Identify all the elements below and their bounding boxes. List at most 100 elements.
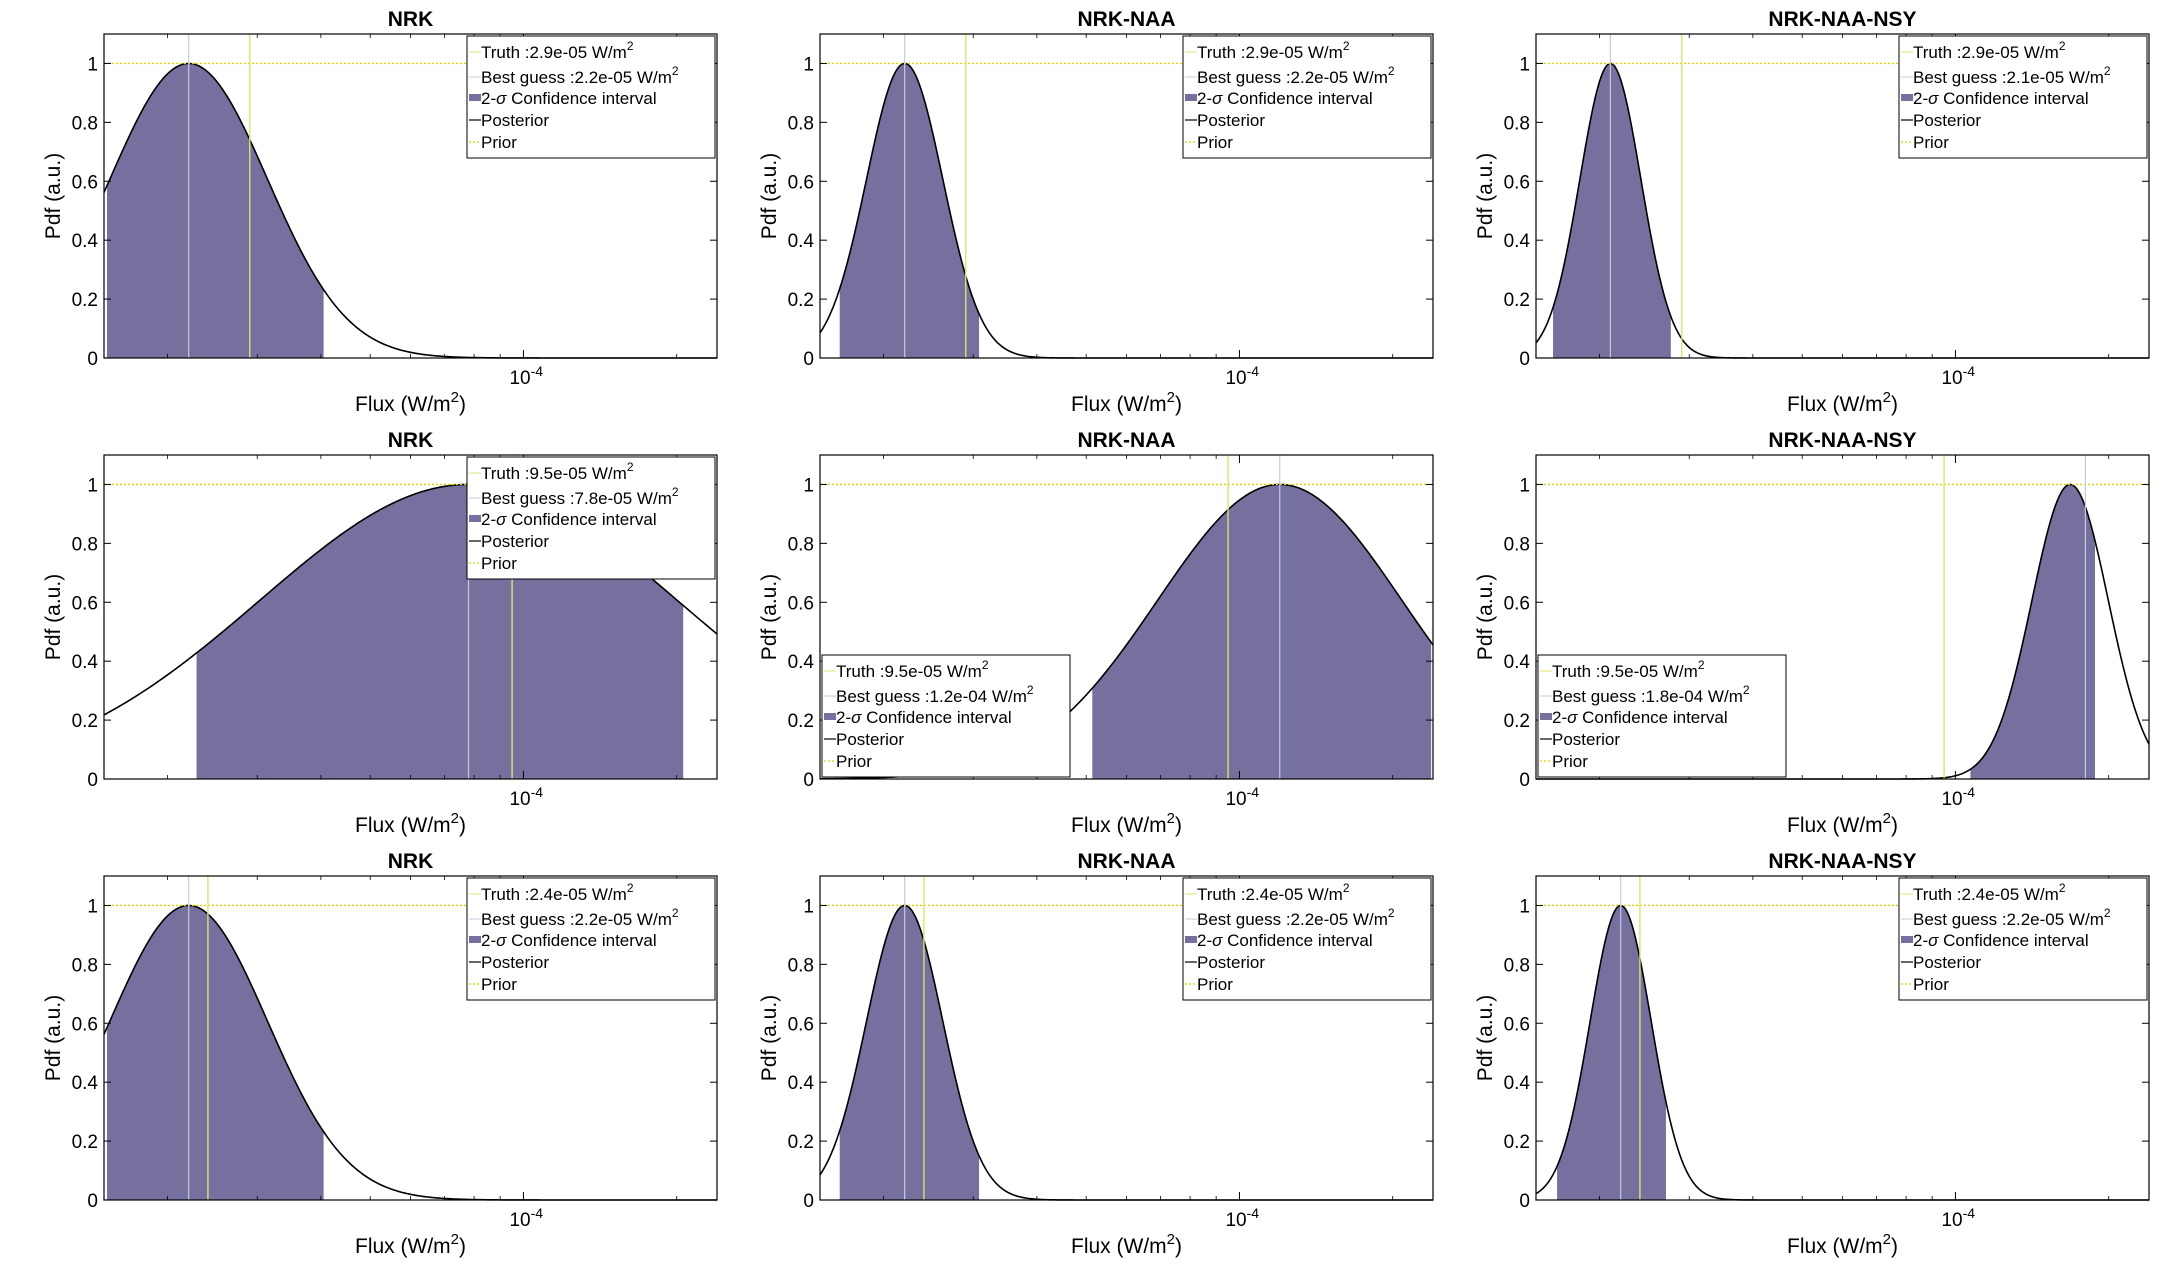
y-tick-label: 0.4: [1504, 1073, 1531, 1094]
legend-prior: Prior: [1197, 133, 1233, 152]
chart-title: NRK: [388, 850, 434, 873]
legend-box: [1537, 654, 1787, 778]
legend-truth: Truth :2.4e-05 W/m2: [1197, 881, 1350, 904]
y-tick-label: 0.2: [788, 1132, 814, 1153]
x-tick-label: 10-4: [509, 784, 543, 810]
x-tick-label: 10-4: [1941, 1205, 1975, 1231]
y-tick-label: 0.8: [72, 534, 98, 555]
x-tick-label: 10-4: [1225, 363, 1259, 389]
chart-title: NRK-NAA: [1078, 8, 1176, 31]
y-tick-label: 0.8: [1504, 113, 1530, 134]
y-tick-label: 1: [803, 54, 814, 75]
confidence-interval-area: [1557, 905, 1666, 1200]
chart-title: NRK-NAA: [1078, 850, 1176, 873]
legend-best-guess: Best guess :1.8e-04 W/m2: [1552, 683, 1750, 706]
chart-panel-8: NRK-NAA 0 0.2 0.4 0.6 0.8 1 10-4 Flux (W/m2) Pdf …: [758, 850, 1434, 1258]
legend-best-guess: Best guess :2.1e-05 W/m2: [1913, 64, 2111, 87]
y-tick-label: 1: [1519, 896, 1530, 917]
legend-prior: Prior: [1552, 752, 1588, 771]
legend-truth: Truth :2.4e-05 W/m2: [481, 881, 634, 904]
x-axis-label: Flux (W/m2): [355, 389, 466, 416]
chart-title: NRK-NAA-NSY: [1768, 8, 1916, 31]
y-axis-label: Pdf (a.u.): [42, 995, 65, 1081]
chart-title: NRK: [388, 8, 434, 31]
y-tick-label: 0.6: [1504, 172, 1530, 193]
chart-title: NRK-NAA: [1078, 429, 1176, 452]
legend-prior: Prior: [836, 752, 872, 771]
y-tick-label: 0.8: [72, 955, 98, 976]
y-tick-label: 0: [1519, 349, 1530, 370]
y-tick-label: 0.6: [72, 172, 98, 193]
legend-ci-swatch: [1901, 94, 1913, 101]
legend-posterior: Posterior: [836, 730, 904, 749]
y-tick-label: 0.6: [1504, 593, 1530, 614]
y-tick-label: 0.6: [788, 1014, 814, 1035]
legend-confidence: 2-σ Confidence interval: [1197, 931, 1373, 950]
y-tick-label: 0.4: [72, 652, 99, 673]
y-tick-label: 0.4: [72, 231, 99, 252]
y-tick-label: 0.2: [72, 711, 98, 732]
chart-panel-2: NRK-NAA 0 0.2 0.4 0.6 0.8 1 10-4 Flux (W/m2) Pdf …: [758, 8, 1434, 416]
legend-ci-swatch: [469, 936, 481, 943]
y-tick-label: 1: [87, 54, 98, 75]
legend-box: [1898, 877, 2148, 1001]
legend-confidence: 2-σ Confidence interval: [1913, 931, 2089, 950]
y-tick-label: 0.8: [788, 955, 814, 976]
y-tick-label: 0.4: [72, 1073, 99, 1094]
legend-box: [466, 35, 716, 159]
y-tick-label: 0.4: [1504, 652, 1531, 673]
y-tick-label: 0.6: [72, 593, 98, 614]
x-axis-label: Flux (W/m2): [1787, 1231, 1898, 1258]
chart-panel-9: NRK-NAA-NSY 0 0.2 0.4 0.6 0.8 1 10-4 Flux (W/m2)…: [1474, 850, 2150, 1258]
y-tick-label: 0: [87, 349, 98, 370]
chart-panel-1: NRK 0 0.2 0.4 0.6 0.8 1 10-4 Flux (W/m2) Pdf (a.u…: [42, 8, 718, 416]
y-axis-label: Pdf (a.u.): [758, 153, 781, 239]
legend-posterior: Posterior: [481, 532, 549, 551]
chart-panel-6: NRK-NAA-NSY 0 0.2 0.4 0.6 0.8 1 10-4 Flux (W/m2)…: [1474, 429, 2150, 837]
legend-posterior: Posterior: [1913, 953, 1981, 972]
legend-confidence: 2-σ Confidence interval: [481, 89, 657, 108]
legend-ci-swatch: [469, 515, 481, 522]
y-axis-label: Pdf (a.u.): [1474, 153, 1497, 239]
confidence-interval-area: [1553, 63, 1671, 358]
legend-confidence: 2-σ Confidence interval: [1197, 89, 1373, 108]
legend-posterior: Posterior: [481, 953, 549, 972]
legend-truth: Truth :9.5e-05 W/m2: [836, 658, 989, 681]
x-axis-label: Flux (W/m2): [1787, 389, 1898, 416]
legend-box: [821, 654, 1071, 778]
legend-prior: Prior: [481, 133, 517, 152]
x-tick-label: 10-4: [1941, 363, 1975, 389]
legend-prior: Prior: [1913, 133, 1949, 152]
legend-box: [1898, 35, 2148, 159]
confidence-interval-area: [1970, 484, 2096, 779]
y-tick-label: 0.6: [788, 593, 814, 614]
y-tick-label: 1: [803, 896, 814, 917]
x-tick-label: 10-4: [509, 1205, 543, 1231]
legend-posterior: Posterior: [1552, 730, 1620, 749]
legend-box: [466, 877, 716, 1001]
legend-best-guess: Best guess :2.2e-05 W/m2: [481, 906, 679, 929]
x-axis-label: Flux (W/m2): [355, 1231, 466, 1258]
y-axis-label: Pdf (a.u.): [1474, 574, 1497, 660]
legend-confidence: 2-σ Confidence interval: [1913, 89, 2089, 108]
y-tick-label: 0.6: [72, 1014, 98, 1035]
x-tick-label: 10-4: [1225, 784, 1259, 810]
y-tick-label: 0.8: [72, 113, 98, 134]
x-tick-label: 10-4: [1225, 1205, 1259, 1231]
x-axis-label: Flux (W/m2): [1071, 1231, 1182, 1258]
y-tick-label: 0.2: [72, 290, 98, 311]
chart-title: NRK-NAA-NSY: [1768, 850, 1916, 873]
y-tick-label: 0.2: [72, 1132, 98, 1153]
legend-posterior: Posterior: [1197, 953, 1265, 972]
legend-ci-swatch: [1185, 94, 1197, 101]
confidence-interval-area: [839, 905, 980, 1200]
y-axis-label: Pdf (a.u.): [42, 574, 65, 660]
y-tick-label: 0.2: [1504, 290, 1530, 311]
legend-posterior: Posterior: [1197, 111, 1265, 130]
confidence-interval-area: [106, 905, 324, 1200]
legend-confidence: 2-σ Confidence interval: [481, 510, 657, 529]
